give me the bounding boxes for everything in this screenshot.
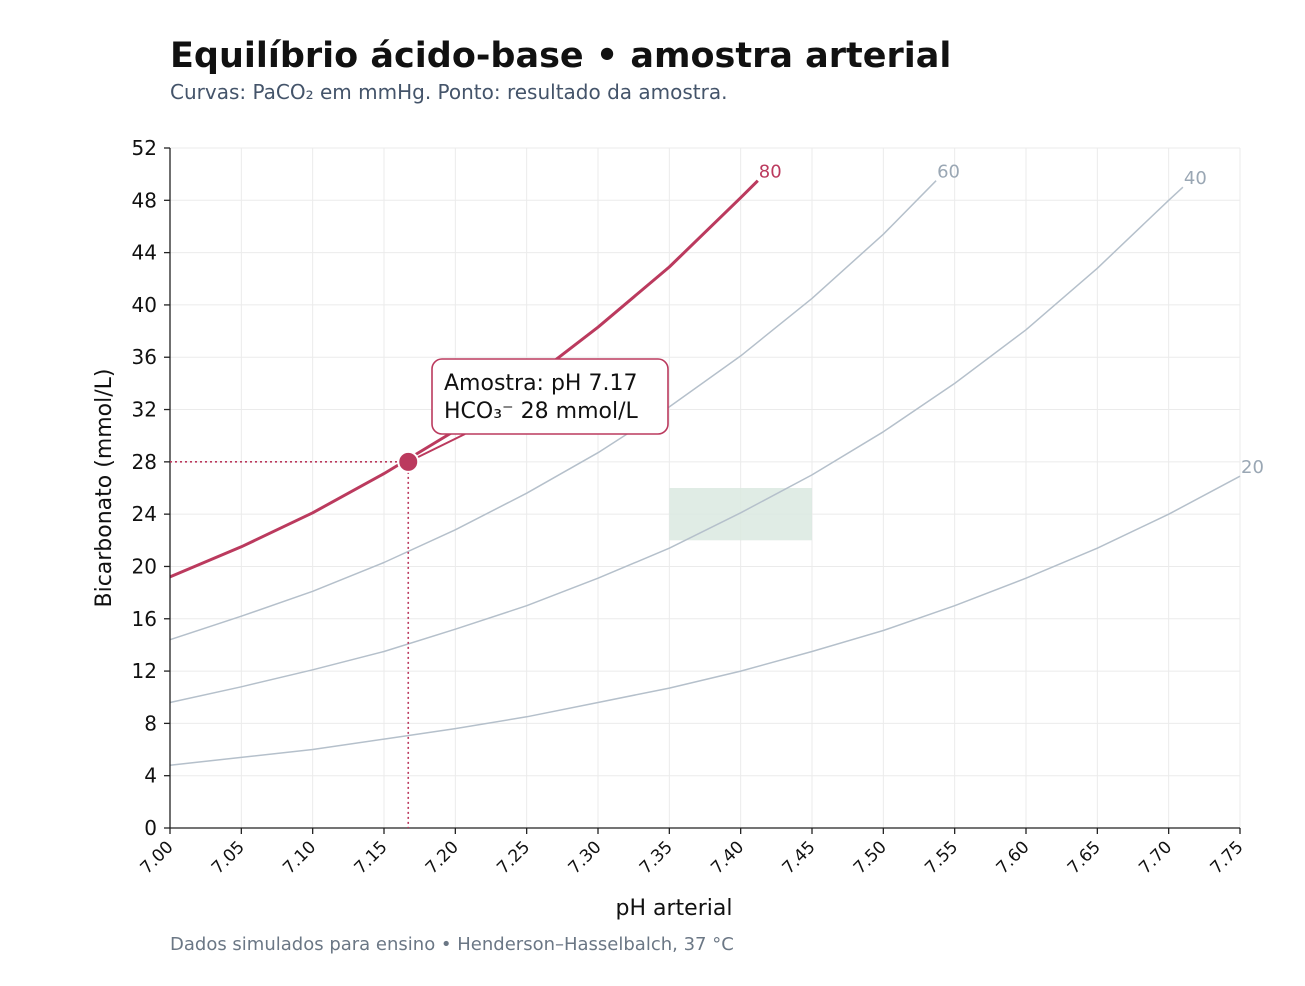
- isobar-line-40: [169, 186, 1184, 704]
- y-tick-label: 16: [132, 607, 157, 631]
- x-tick-label: 7.75: [1207, 837, 1248, 878]
- x-tick-label: 7.00: [137, 837, 178, 878]
- sample-point: [397, 450, 420, 473]
- y-tick-label: 28: [132, 450, 157, 474]
- y-tick-label: 12: [132, 659, 157, 683]
- y-tick-label: 24: [132, 502, 157, 526]
- chart-footer: Dados simulados para ensino • Henderson–…: [170, 934, 734, 955]
- y-tick-label: 20: [132, 554, 157, 578]
- y-tick-label: 4: [144, 764, 157, 788]
- x-tick-label: 7.45: [779, 837, 820, 878]
- y-tick-label: 32: [132, 398, 157, 422]
- isobar-line-60: [169, 180, 937, 641]
- y-tick-label: 40: [132, 293, 157, 317]
- y-axis-label: Bicarbonato (mmol/L): [92, 368, 117, 607]
- y-tick-label: 48: [132, 188, 157, 212]
- isobar-label-60: 60: [937, 162, 960, 183]
- normal-range-box: [669, 488, 812, 541]
- x-tick-label: 7.60: [993, 837, 1034, 878]
- x-tick-label: 7.65: [1064, 837, 1105, 878]
- x-tick-label: 7.20: [422, 837, 463, 878]
- y-tick-label: 52: [132, 136, 157, 160]
- x-tick-label: 7.55: [921, 837, 962, 878]
- isobar-label-40: 40: [1184, 168, 1207, 189]
- y-tick-label: 8: [144, 711, 157, 735]
- callout-line-1: Amostra: pH 7.17: [444, 371, 637, 396]
- x-tick-label: 7.05: [208, 837, 249, 878]
- callout-line-2: HCO₃⁻ 28 mmol/L: [444, 399, 638, 424]
- x-tick-label: 7.10: [279, 837, 320, 878]
- x-tick-label: 7.30: [565, 837, 606, 878]
- x-axis-label: pH arterial: [616, 896, 733, 921]
- isobar-label-20: 20: [1241, 457, 1264, 478]
- y-tick-label: 36: [132, 345, 157, 369]
- chart-subtitle: Curvas: PaCO₂ em mmHg. Ponto: resultado …: [170, 80, 728, 104]
- x-tick-label: 7.50: [850, 837, 891, 878]
- y-tick-label: 44: [132, 241, 157, 265]
- x-tick-label: 7.40: [707, 837, 748, 878]
- x-tick-label: 7.35: [636, 837, 677, 878]
- x-tick-label: 7.25: [493, 837, 534, 878]
- isobar-label-80: 80: [759, 162, 782, 183]
- isobar-line-20: [169, 475, 1241, 766]
- x-tick-label: 7.70: [1135, 837, 1176, 878]
- y-tick-label: 0: [144, 816, 157, 840]
- callout-box: [431, 358, 669, 435]
- chart-title: Equilíbrio ácido-base • amostra arterial: [170, 36, 952, 76]
- x-tick-label: 7.15: [351, 837, 392, 878]
